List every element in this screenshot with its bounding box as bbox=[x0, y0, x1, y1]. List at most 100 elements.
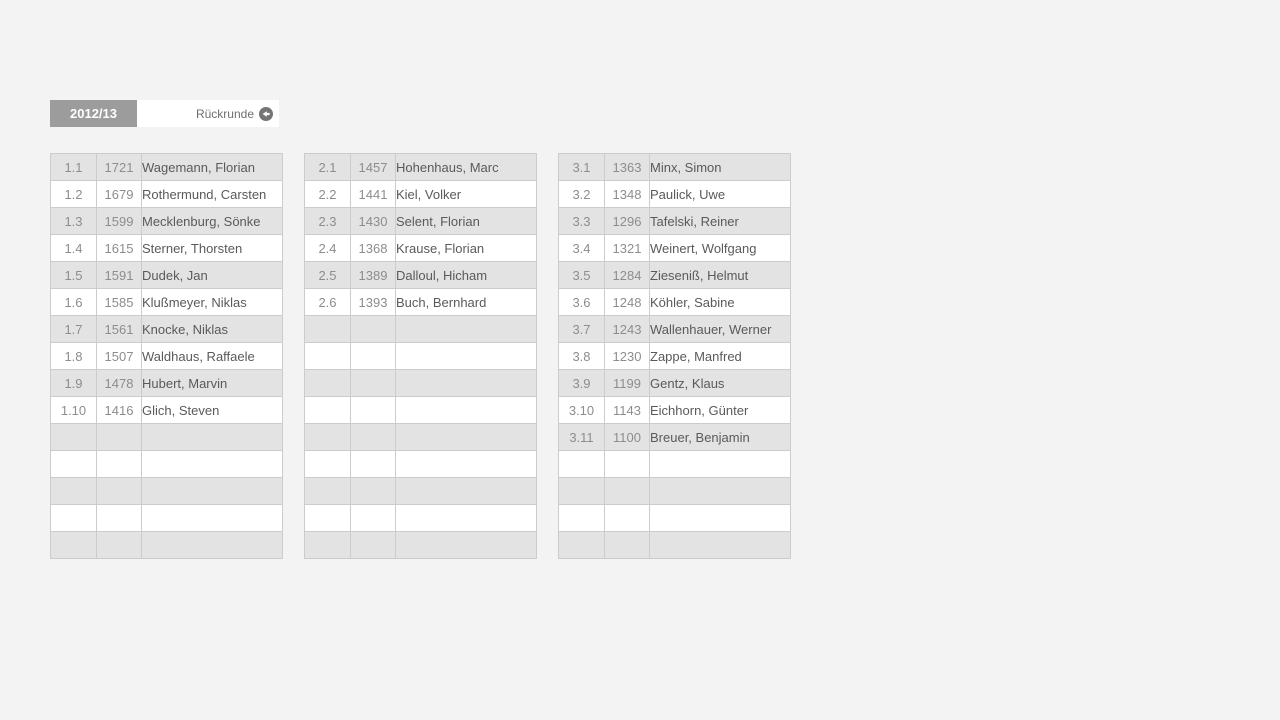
board-number-cell bbox=[50, 450, 97, 478]
table-row: 2.1 1457 Hohenhaus, Marc bbox=[304, 153, 537, 181]
table-row: 2.5 1389 Dalloul, Hicham bbox=[304, 261, 537, 289]
table-row: 1.5 1591 Dudek, Jan bbox=[50, 261, 283, 289]
table-row: 3.5 1284 Zieseniß, Helmut bbox=[558, 261, 791, 289]
rating-cell bbox=[350, 450, 396, 478]
table-row: 3.6 1248 Köhler, Sabine bbox=[558, 288, 791, 316]
rating-cell: 1199 bbox=[604, 369, 650, 397]
board-number-cell: 3.8 bbox=[558, 342, 605, 370]
board-number-cell bbox=[304, 423, 351, 451]
board-number-cell bbox=[304, 396, 351, 424]
player-name-cell bbox=[395, 342, 537, 370]
table-row bbox=[50, 450, 283, 478]
player-name-cell bbox=[649, 477, 791, 505]
table-row bbox=[304, 477, 537, 505]
player-name-cell: Weinert, Wolfgang bbox=[649, 234, 791, 262]
rating-cell: 1348 bbox=[604, 180, 650, 208]
table-row: 1.3 1599 Mecklenburg, Sönke bbox=[50, 207, 283, 235]
board-number-cell bbox=[50, 423, 97, 451]
round-link-label: Rückrunde bbox=[195, 106, 254, 121]
rating-cell bbox=[350, 423, 396, 451]
table-row bbox=[558, 504, 791, 532]
table-row bbox=[304, 450, 537, 478]
table-row: 3.8 1230 Zappe, Manfred bbox=[558, 342, 791, 370]
table-row bbox=[558, 450, 791, 478]
player-name-cell: Rothermund, Carsten bbox=[141, 180, 283, 208]
board-number-cell: 3.2 bbox=[558, 180, 605, 208]
table-row bbox=[304, 369, 537, 397]
tab-season-2012-13[interactable]: 2012/13 bbox=[50, 100, 137, 127]
table-row: 2.6 1393 Buch, Bernhard bbox=[304, 288, 537, 316]
board-number-cell bbox=[304, 477, 351, 505]
player-name-cell: Wallenhauer, Werner bbox=[649, 315, 791, 343]
table-row bbox=[50, 423, 283, 451]
table-row: 1.2 1679 Rothermund, Carsten bbox=[50, 180, 283, 208]
player-name-cell: Dalloul, Hicham bbox=[395, 261, 537, 289]
board-number-cell: 1.10 bbox=[50, 396, 97, 424]
player-name-cell: Zappe, Manfred bbox=[649, 342, 791, 370]
player-name-cell bbox=[395, 423, 537, 451]
rating-cell: 1478 bbox=[96, 369, 142, 397]
board-number-cell bbox=[304, 342, 351, 370]
board-number-cell: 2.2 bbox=[304, 180, 351, 208]
table-row: 3.2 1348 Paulick, Uwe bbox=[558, 180, 791, 208]
rating-cell: 1230 bbox=[604, 342, 650, 370]
player-name-cell: Waldhaus, Raffaele bbox=[141, 342, 283, 370]
board-number-cell bbox=[304, 504, 351, 532]
board-number-cell: 3.5 bbox=[558, 261, 605, 289]
table-row: 3.3 1296 Tafelski, Reiner bbox=[558, 207, 791, 235]
board-number-cell bbox=[50, 477, 97, 505]
rating-cell bbox=[96, 423, 142, 451]
table-row: 1.6 1585 Klußmeyer, Niklas bbox=[50, 288, 283, 316]
table-row: 2.3 1430 Selent, Florian bbox=[304, 207, 537, 235]
player-name-cell: Krause, Florian bbox=[395, 234, 537, 262]
player-name-cell: Hohenhaus, Marc bbox=[395, 153, 537, 181]
rating-cell bbox=[350, 477, 396, 505]
table-row: 3.1 1363 Minx, Simon bbox=[558, 153, 791, 181]
board-number-cell: 1.2 bbox=[50, 180, 97, 208]
rating-cell bbox=[96, 504, 142, 532]
player-name-cell bbox=[395, 504, 537, 532]
player-name-cell: Köhler, Sabine bbox=[649, 288, 791, 316]
table-row: 1.9 1478 Hubert, Marvin bbox=[50, 369, 283, 397]
table-row bbox=[558, 477, 791, 505]
board-number-cell: 2.5 bbox=[304, 261, 351, 289]
player-name-cell bbox=[395, 477, 537, 505]
rating-cell: 1430 bbox=[350, 207, 396, 235]
table-row: 3.7 1243 Wallenhauer, Werner bbox=[558, 315, 791, 343]
rating-cell: 1243 bbox=[604, 315, 650, 343]
player-name-cell: Wagemann, Florian bbox=[141, 153, 283, 181]
rating-cell: 1457 bbox=[350, 153, 396, 181]
rating-cell bbox=[350, 504, 396, 532]
board-number-cell: 3.6 bbox=[558, 288, 605, 316]
player-name-cell: Mecklenburg, Sönke bbox=[141, 207, 283, 235]
player-name-cell: Sterner, Thorsten bbox=[141, 234, 283, 262]
board-number-cell bbox=[304, 450, 351, 478]
board-number-cell: 3.9 bbox=[558, 369, 605, 397]
roster-tables: 1.1 1721 Wagemann, Florian 1.2 1679 Roth… bbox=[50, 153, 791, 559]
rating-cell: 1100 bbox=[604, 423, 650, 451]
table-row: 3.9 1199 Gentz, Klaus bbox=[558, 369, 791, 397]
board-number-cell: 3.11 bbox=[558, 423, 605, 451]
rating-cell bbox=[96, 450, 142, 478]
table-row bbox=[558, 531, 791, 559]
board-number-cell: 1.7 bbox=[50, 315, 97, 343]
table-row: 2.2 1441 Kiel, Volker bbox=[304, 180, 537, 208]
team-1-table: 1.1 1721 Wagemann, Florian 1.2 1679 Roth… bbox=[50, 153, 283, 559]
table-row: 1.7 1561 Knocke, Niklas bbox=[50, 315, 283, 343]
rating-cell bbox=[604, 531, 650, 559]
board-number-cell: 1.6 bbox=[50, 288, 97, 316]
rating-cell: 1143 bbox=[604, 396, 650, 424]
rating-cell: 1363 bbox=[604, 153, 650, 181]
round-link[interactable]: Rückrunde bbox=[137, 100, 279, 127]
rating-cell: 1507 bbox=[96, 342, 142, 370]
arrow-left-circle-icon[interactable] bbox=[259, 106, 273, 121]
player-name-cell: Tafelski, Reiner bbox=[649, 207, 791, 235]
board-number-cell bbox=[304, 315, 351, 343]
player-name-cell: Paulick, Uwe bbox=[649, 180, 791, 208]
rating-cell: 1296 bbox=[604, 207, 650, 235]
player-name-cell bbox=[395, 369, 537, 397]
table-row bbox=[50, 531, 283, 559]
player-name-cell: Glich, Steven bbox=[141, 396, 283, 424]
table-row bbox=[304, 504, 537, 532]
player-name-cell bbox=[395, 450, 537, 478]
